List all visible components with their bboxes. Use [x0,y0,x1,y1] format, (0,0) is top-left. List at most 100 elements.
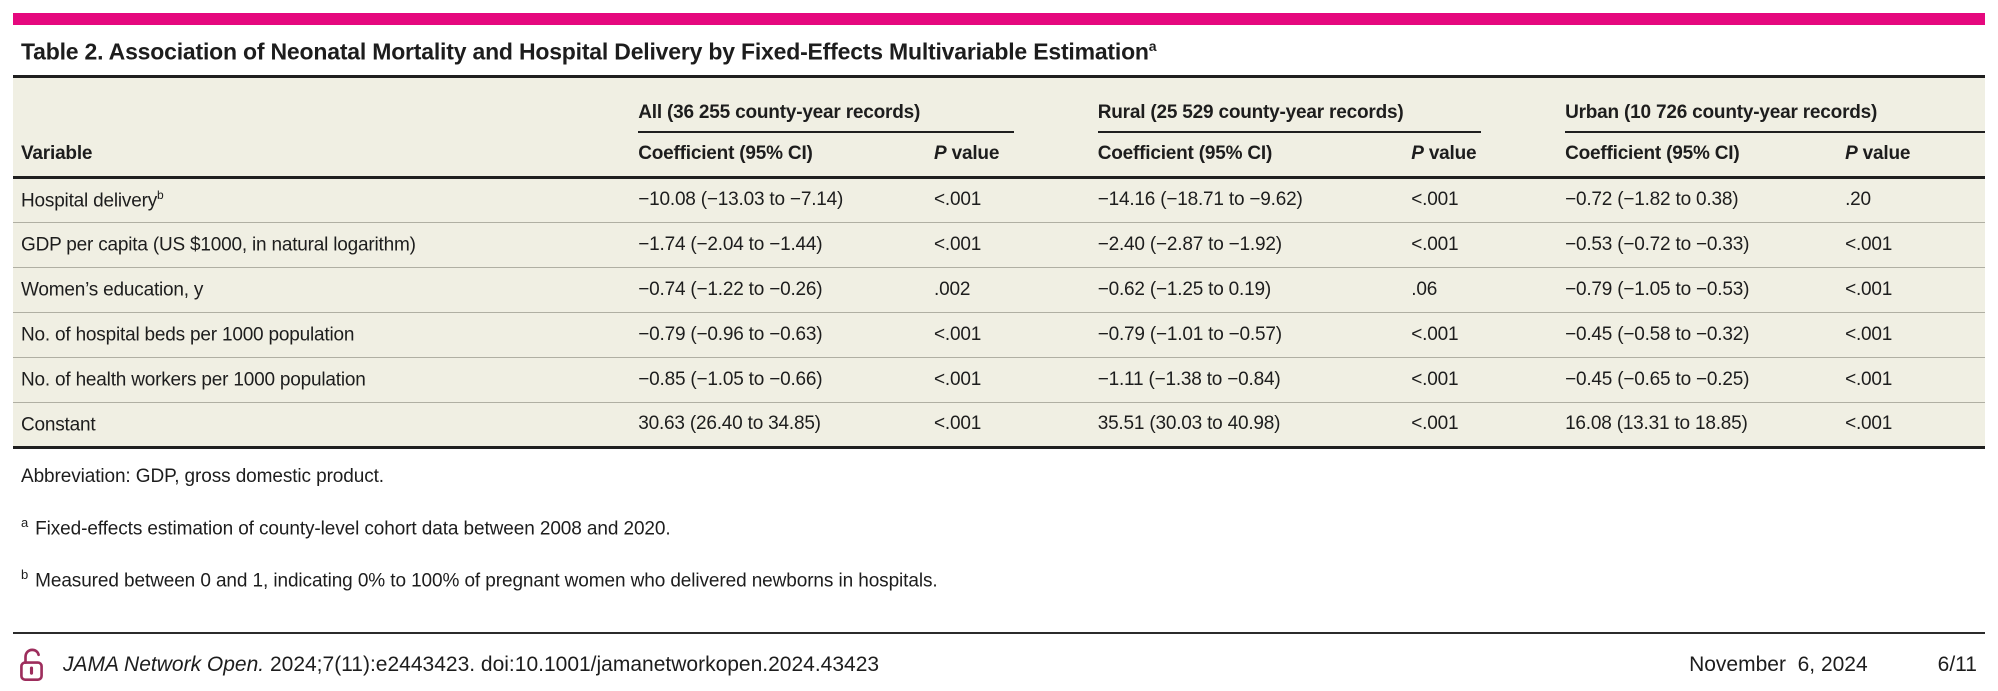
rural-pvalue: <.001 [1403,401,1558,448]
variable-label: Women’s education, y [21,279,204,301]
rural-pvalue: <.001 [1411,189,1459,211]
table-row-constant: Constant 30.63 (26.40 to 34.85) <.001 35… [13,401,1985,448]
column-header-all-coefficient: Coefficient (95% CI) [630,133,927,179]
variable-label: GDP per capita (US $1000, in natural log… [21,234,416,256]
column-header-all-pvalue: P value [926,133,1090,179]
row-variable: GDP per capita (US $1000, in natural log… [13,221,631,268]
citation-rest: 2024;7(11):e2443423. doi:10.1001/jamanet… [264,653,880,676]
rural-coefficient: −0.79 (−1.01 to −0.57) [1089,311,1404,358]
abbreviation-note: Abbreviation: GDP, gross domestic produc… [21,465,384,487]
rural-pvalue: <.001 [1403,221,1558,268]
column-header-row: Variable Coefficient (95% CI) P value Co… [13,133,1985,179]
results-table: All (36 255 county-year records) Rural (… [13,74,1985,449]
all-coefficient: −0.85 (−1.05 to −0.66) [630,356,927,403]
table-title-row: Table 2. Association of Neonatal Mortali… [13,25,1985,75]
group-header-all: All (36 255 county-year records) [630,76,1089,134]
row-variable: Hospital deliveryb [13,177,630,222]
row-variable: Women’s education, y [13,266,631,313]
spanner-empty-cell [13,76,630,133]
column-header-urban-pvalue: P value [1837,133,1985,179]
all-coefficient: −1.74 (−2.04 to −1.44) [630,221,927,268]
p-rest: value [1857,143,1911,165]
all-pvalue: <.001 [926,401,1090,448]
table-body: Hospital deliveryb −10.08 (−13.03 to −7.… [13,177,1985,448]
p-italic: P [1411,143,1424,165]
footer-citation-block: JAMA Network Open. 2024;7(11):e2443423. … [17,647,879,683]
accent-bar [13,13,1985,25]
all-pvalue: <.001 [926,356,1090,403]
all-coefficient: −0.79 (−0.96 to −0.63) [630,311,927,358]
table-row-womens-education: Women’s education, y −0.74 (−1.22 to −0.… [13,266,1985,313]
group-header-urban: Urban (10 726 county-year records) [1557,76,1985,134]
citation-text: JAMA Network Open. 2024;7(11):e2443423. … [63,653,879,677]
variable-label: No. of hospital beds per 1000 population [21,324,355,346]
urban-pvalue: <.001 [1837,311,1985,358]
footer-meta: November 6, 2024 6/11 [1689,653,1977,677]
column-header-rural-coefficient: Coefficient (95% CI) [1089,133,1404,179]
column-header-rural-pvalue: P value [1403,133,1558,179]
all-pvalue: <.001 [926,221,1090,268]
urban-coefficient: −0.79 (−1.05 to −0.53) [1557,266,1838,313]
p-rest: value [1423,143,1477,165]
table-row-hospital-beds: No. of hospital beds per 1000 population… [13,311,1985,358]
urban-pvalue: <.001 [1837,401,1985,448]
column-header-variable: Variable [13,133,631,179]
urban-coefficient: −0.72 (−1.82 to 0.38) [1565,189,1739,211]
table-row-gdp-per-capita: GDP per capita (US $1000, in natural log… [13,221,1985,268]
all-coefficient: −0.74 (−1.22 to −0.26) [630,266,927,313]
urban-coefficient: −0.45 (−0.58 to −0.32) [1557,311,1838,358]
all-coefficient: −10.08 (−13.03 to −7.14) [638,189,844,211]
urban-pvalue: .20 [1845,189,1871,211]
footnote-b-marker: b [21,566,29,582]
urban-pvalue: <.001 [1837,221,1985,268]
rural-pvalue: <.001 [1403,356,1558,403]
table-header: All (36 255 county-year records) Rural (… [13,76,1985,179]
rural-coefficient: −0.62 (−1.25 to 0.19) [1089,266,1404,313]
page-footer: JAMA Network Open. 2024;7(11):e2443423. … [13,632,1985,683]
row-variable: No. of health workers per 1000 populatio… [13,356,631,403]
variable-label: Constant [21,414,96,436]
urban-coefficient: −0.45 (−0.65 to −0.25) [1557,356,1838,403]
variable-footnote-marker: b [157,187,164,202]
row-variable: Constant [13,401,631,448]
document-page: Table 2. Association of Neonatal Mortali… [0,13,1998,691]
row-variable: No. of hospital beds per 1000 population [13,311,631,358]
p-italic: P [1845,143,1858,165]
table-row-hospital-delivery: Hospital deliveryb −10.08 (−13.03 to −7.… [13,177,1985,222]
page-number: 6/11 [1937,653,1977,676]
p-rest: value [946,143,1000,165]
rural-pvalue: .06 [1403,266,1558,313]
table-title-text: Table 2. Association of Neonatal Mortali… [21,38,1149,65]
rural-coefficient: 35.51 (30.03 to 40.98) [1089,401,1404,448]
group-header-rural: Rural (25 529 county-year records) [1090,76,1557,134]
rural-coefficient: −14.16 (−18.71 to −9.62) [1097,189,1303,211]
variable-label: Hospital delivery [21,190,157,212]
urban-coefficient: −0.53 (−0.72 to −0.33) [1557,221,1838,268]
column-header-urban-coefficient: Coefficient (95% CI) [1557,133,1838,179]
publication-date: November 6, 2024 [1689,653,1868,676]
footnotes: Abbreviation: GDP, gross domestic produc… [13,449,1985,595]
group-header-row: All (36 255 county-year records) Rural (… [13,76,1985,134]
all-pvalue: <.001 [934,189,982,211]
table-title: Table 2. Association of Neonatal Mortali… [21,38,1977,66]
group-header-all-label: All (36 255 county-year records) [638,102,1014,134]
p-italic: P [934,143,947,165]
urban-coefficient: 16.08 (13.31 to 18.85) [1557,401,1838,448]
all-pvalue: <.001 [926,311,1090,358]
table-row-health-workers: No. of health workers per 1000 populatio… [13,356,1985,403]
group-header-rural-label: Rural (25 529 county-year records) [1097,102,1482,134]
footnote-b-text: Measured between 0 and 1, indicating 0% … [35,570,938,592]
rural-coefficient: −2.40 (−2.87 to −1.92) [1089,221,1404,268]
variable-label: No. of health workers per 1000 populatio… [21,369,366,391]
urban-pvalue: <.001 [1837,356,1985,403]
urban-pvalue: <.001 [1837,266,1985,313]
footnote-b: b Measured between 0 and 1, indicating 0%… [21,561,1977,594]
table-title-footnote-marker: a [1148,38,1157,54]
rural-pvalue: <.001 [1403,311,1558,358]
group-header-urban-label: Urban (10 726 county-year records) [1565,102,1985,134]
rural-coefficient: −1.11 (−1.38 to −0.84) [1089,356,1404,403]
footnote-a-marker: a [21,514,29,530]
footnote-a-text: Fixed-effects estimation of county-level… [35,517,671,539]
all-pvalue: .002 [926,266,1090,313]
journal-name: JAMA Network Open. [63,653,265,676]
